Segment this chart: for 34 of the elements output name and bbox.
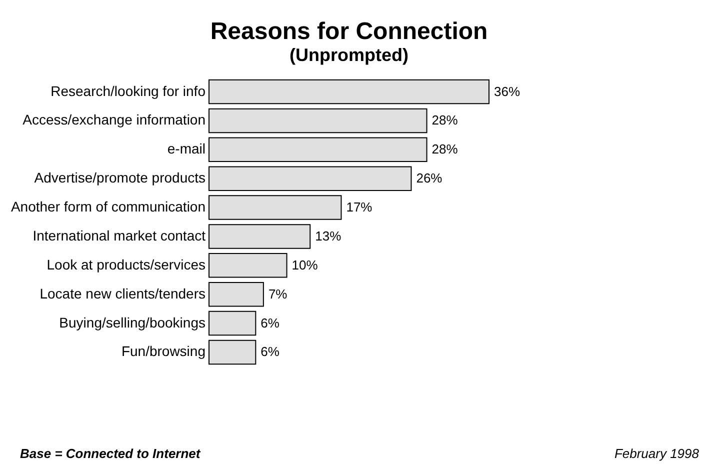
data-label: 28% xyxy=(432,112,458,128)
data-label: 26% xyxy=(416,170,443,186)
y-tick-label: e-mail xyxy=(167,140,206,157)
bar xyxy=(208,310,256,336)
bar xyxy=(208,340,256,365)
data-label: 7% xyxy=(268,286,288,302)
y-tick-label: International market contact xyxy=(32,227,206,244)
y-tick-label: Locate new clients/tenders xyxy=(40,285,206,302)
bar xyxy=(208,166,412,191)
text: February 1998 xyxy=(614,446,699,461)
bar xyxy=(208,195,342,220)
bar xyxy=(208,79,490,104)
data-label: 13% xyxy=(315,228,342,244)
y-tick-label: Fun/browsing xyxy=(121,343,206,360)
y-tick-label: Research/looking for info xyxy=(50,82,206,99)
y-tick-label: Advertise/promote products xyxy=(34,170,206,186)
y-tick-label: Access/exchange information xyxy=(22,112,206,128)
chart-subtitle: (Unprompted) xyxy=(290,45,408,65)
y-tick-label: Another form of communication xyxy=(10,198,206,215)
chart-title: Reasons for Connection xyxy=(210,18,488,45)
data-label: 10% xyxy=(292,257,318,272)
bar xyxy=(208,253,288,278)
data-label: 6% xyxy=(260,344,280,360)
data-label: 36% xyxy=(494,84,520,99)
bar xyxy=(208,108,428,134)
data-label: 6% xyxy=(260,315,280,330)
text: Base = Connected to Internet xyxy=(20,446,200,461)
bar xyxy=(208,282,264,307)
bar xyxy=(208,224,311,249)
y-tick-label: Look at products/services xyxy=(46,256,206,272)
y-tick-label: Buying/selling/bookings xyxy=(59,314,206,330)
data-label: 28% xyxy=(432,142,458,157)
bar xyxy=(208,137,428,162)
data-label: 17% xyxy=(346,200,373,215)
